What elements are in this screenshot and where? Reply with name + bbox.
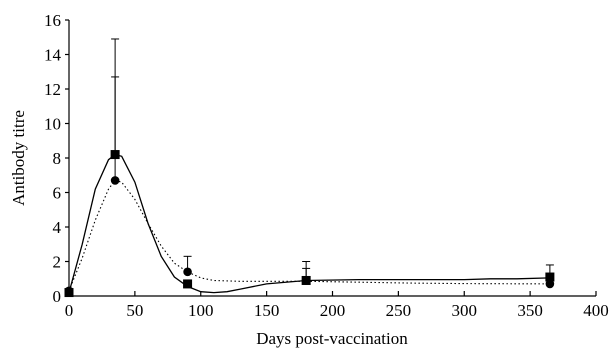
x-tick-label: 0 [65,301,74,320]
x-tick-label: 300 [452,301,478,320]
y-tick-label: 10 [44,115,61,134]
x-tick-label: 350 [517,301,543,320]
series-curve-line [68,153,550,294]
y-axis-ticks: 0 2 4 6 8 10 12 14 16 [44,11,69,306]
y-axis-title: Antibody titre [9,110,28,206]
series-square-solid [64,38,555,298]
y-tick-label: 2 [53,253,62,272]
y-tick-label: 16 [44,11,61,30]
x-tick-label: 250 [386,301,412,320]
x-tick-label: 150 [254,301,280,320]
y-tick-label: 4 [53,218,62,237]
data-series [64,38,555,298]
x-axis-ticks: 0 50 100 150 200 250 300 350 400 [65,291,609,320]
y-tick-label: 12 [44,80,61,99]
y-tick-label: 14 [44,46,62,65]
x-tick-label: 200 [320,301,346,320]
data-point-circle [301,276,311,285]
series-circle-dotted [64,76,555,296]
data-point-square [545,272,555,282]
data-point-circle [545,279,555,289]
y-tick-label: 6 [53,184,62,203]
data-point-circle [64,286,74,296]
x-tick-label: 100 [188,301,214,320]
x-tick-label: 400 [583,301,609,320]
axes: 0 50 100 150 200 250 300 350 400 0 2 4 6 8 10 12 14 16 [44,11,609,320]
y-tick-label: 8 [53,149,62,168]
data-point-square [183,279,193,289]
y-tick-label: 0 [53,287,62,306]
data-point-circle [110,176,120,185]
x-axis-title: Days post-vaccination [256,329,408,348]
data-point-circle [183,267,192,277]
x-tick-label: 50 [126,301,143,320]
series-curve-line [68,179,550,292]
